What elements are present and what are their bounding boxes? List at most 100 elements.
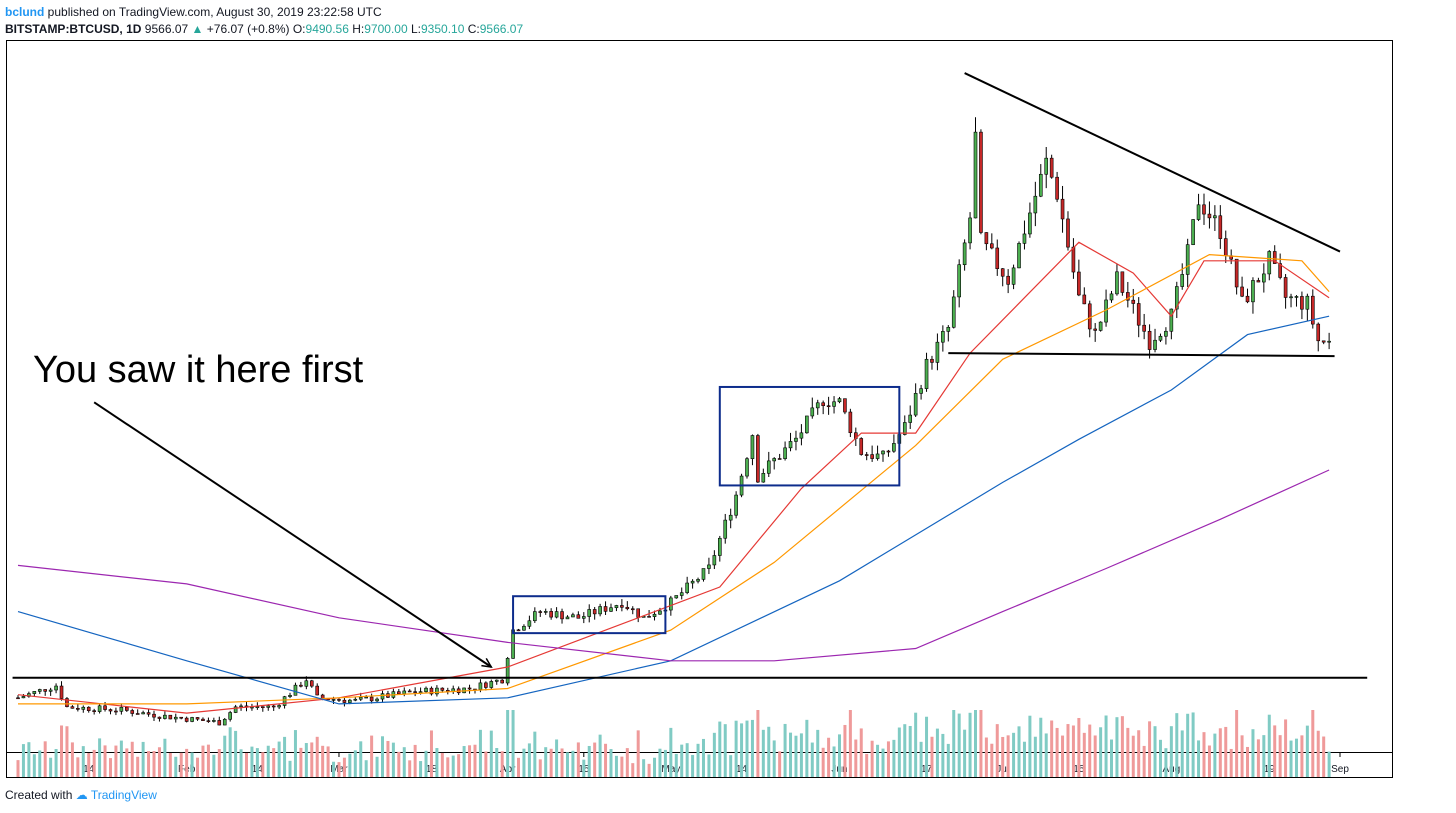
volume-bar xyxy=(1207,745,1211,777)
candle-body xyxy=(337,699,341,701)
volume-bar xyxy=(935,728,939,777)
author-name[interactable]: bclund xyxy=(5,5,45,19)
candle-body xyxy=(1055,176,1059,200)
volume-bar xyxy=(228,727,232,777)
volume-bar xyxy=(114,745,118,777)
volume-bar xyxy=(92,749,96,777)
volume-bar xyxy=(1012,732,1016,777)
candle-body xyxy=(1087,303,1092,330)
volume-bar xyxy=(446,757,450,777)
volume-bar xyxy=(125,748,129,777)
candle-body xyxy=(1316,323,1321,342)
volume-bar xyxy=(723,724,727,777)
candle-body xyxy=(380,693,385,700)
volume-bar xyxy=(691,754,695,777)
volume-bar xyxy=(168,752,172,777)
candle-body xyxy=(1262,273,1266,283)
volume-bar xyxy=(1186,713,1190,777)
volume-bar xyxy=(571,750,575,777)
volume-bar xyxy=(424,750,428,777)
volume-bar xyxy=(604,743,608,777)
candle-body xyxy=(108,709,113,712)
volume-bar xyxy=(805,719,809,777)
volume-bar xyxy=(1110,739,1114,777)
up-arrow-icon: ▲ xyxy=(191,22,204,36)
price-change: +76.07 (+0.8%) xyxy=(206,22,290,36)
volume-bar xyxy=(1120,716,1124,777)
volume-bar xyxy=(663,749,667,777)
volume-bar xyxy=(174,756,178,777)
candle-body xyxy=(168,714,173,720)
price-chart[interactable]: 14000.0013500.0013000.0012500.0012000.00… xyxy=(6,40,1393,778)
volume-bar xyxy=(718,721,722,777)
volume-bar xyxy=(669,727,673,777)
candle-body xyxy=(658,610,662,615)
candle-body xyxy=(1207,213,1212,219)
candle-body xyxy=(375,698,379,702)
candle-body xyxy=(179,716,184,719)
candle-body xyxy=(70,706,75,709)
candle-body xyxy=(576,614,581,619)
candle-body xyxy=(979,131,983,233)
volume-bar xyxy=(1246,746,1250,777)
volume-bar xyxy=(729,755,733,777)
candle-body xyxy=(266,705,271,708)
low-value: 9350.10 xyxy=(421,22,465,36)
candle-body xyxy=(1196,204,1201,220)
candle-body xyxy=(598,606,602,615)
volume-bar xyxy=(87,753,91,777)
candle-body xyxy=(429,687,434,695)
volume-bar xyxy=(533,731,537,777)
candle-body xyxy=(125,706,129,711)
candle-body xyxy=(81,706,86,710)
candle-body xyxy=(92,710,96,712)
volume-bar xyxy=(293,730,297,777)
volume-bar xyxy=(413,744,417,777)
candle-body xyxy=(54,685,58,691)
candle-body xyxy=(152,713,156,718)
volume-bar xyxy=(685,743,689,777)
volume-bar xyxy=(865,753,869,777)
volume-bar xyxy=(1115,717,1119,777)
candle-body xyxy=(342,699,347,703)
last-price: 9566.07 xyxy=(144,22,189,36)
candle-body xyxy=(304,680,309,687)
candle-body xyxy=(1033,195,1038,214)
volume-bar xyxy=(212,754,216,777)
volume-bar xyxy=(522,748,526,777)
tradingview-cloud-icon[interactable]: ☁ xyxy=(75,788,88,802)
candle-body xyxy=(1234,258,1239,288)
volume-bar xyxy=(658,748,662,777)
candle-body xyxy=(1240,286,1244,297)
candle-body xyxy=(805,415,809,434)
volume-bar xyxy=(761,729,765,777)
volume-bar xyxy=(1061,735,1065,777)
consolidation-box xyxy=(718,385,901,487)
volume-bar xyxy=(359,741,363,777)
volume-bar xyxy=(903,724,907,777)
candle-body xyxy=(913,393,918,416)
symbol-label: BITSTAMP:BTCUSD, 1D xyxy=(5,22,142,36)
volume-bar xyxy=(1311,710,1315,777)
publish-info: published on TradingView.com, August 30,… xyxy=(47,5,382,19)
volume-bar xyxy=(636,730,640,777)
volume-bar xyxy=(1327,751,1331,777)
candle-body xyxy=(86,706,91,711)
candle-body xyxy=(990,243,994,249)
volume-bar xyxy=(1022,741,1026,777)
volume-bar xyxy=(1071,725,1075,777)
candle-body xyxy=(669,597,673,611)
tradingview-brand-link[interactable]: TradingView xyxy=(90,788,157,802)
candle-body xyxy=(718,537,722,556)
volume-bar xyxy=(402,747,406,777)
volume-bar xyxy=(179,752,183,777)
candle-body xyxy=(195,717,200,720)
volume-bar xyxy=(620,756,624,777)
volume-bar xyxy=(973,710,977,777)
volume-bar xyxy=(1240,735,1244,777)
volume-bar xyxy=(1256,739,1260,777)
candle-body xyxy=(1267,251,1272,275)
candle-body xyxy=(1158,335,1163,341)
volume-bar xyxy=(1197,740,1201,777)
volume-bar xyxy=(527,743,531,777)
